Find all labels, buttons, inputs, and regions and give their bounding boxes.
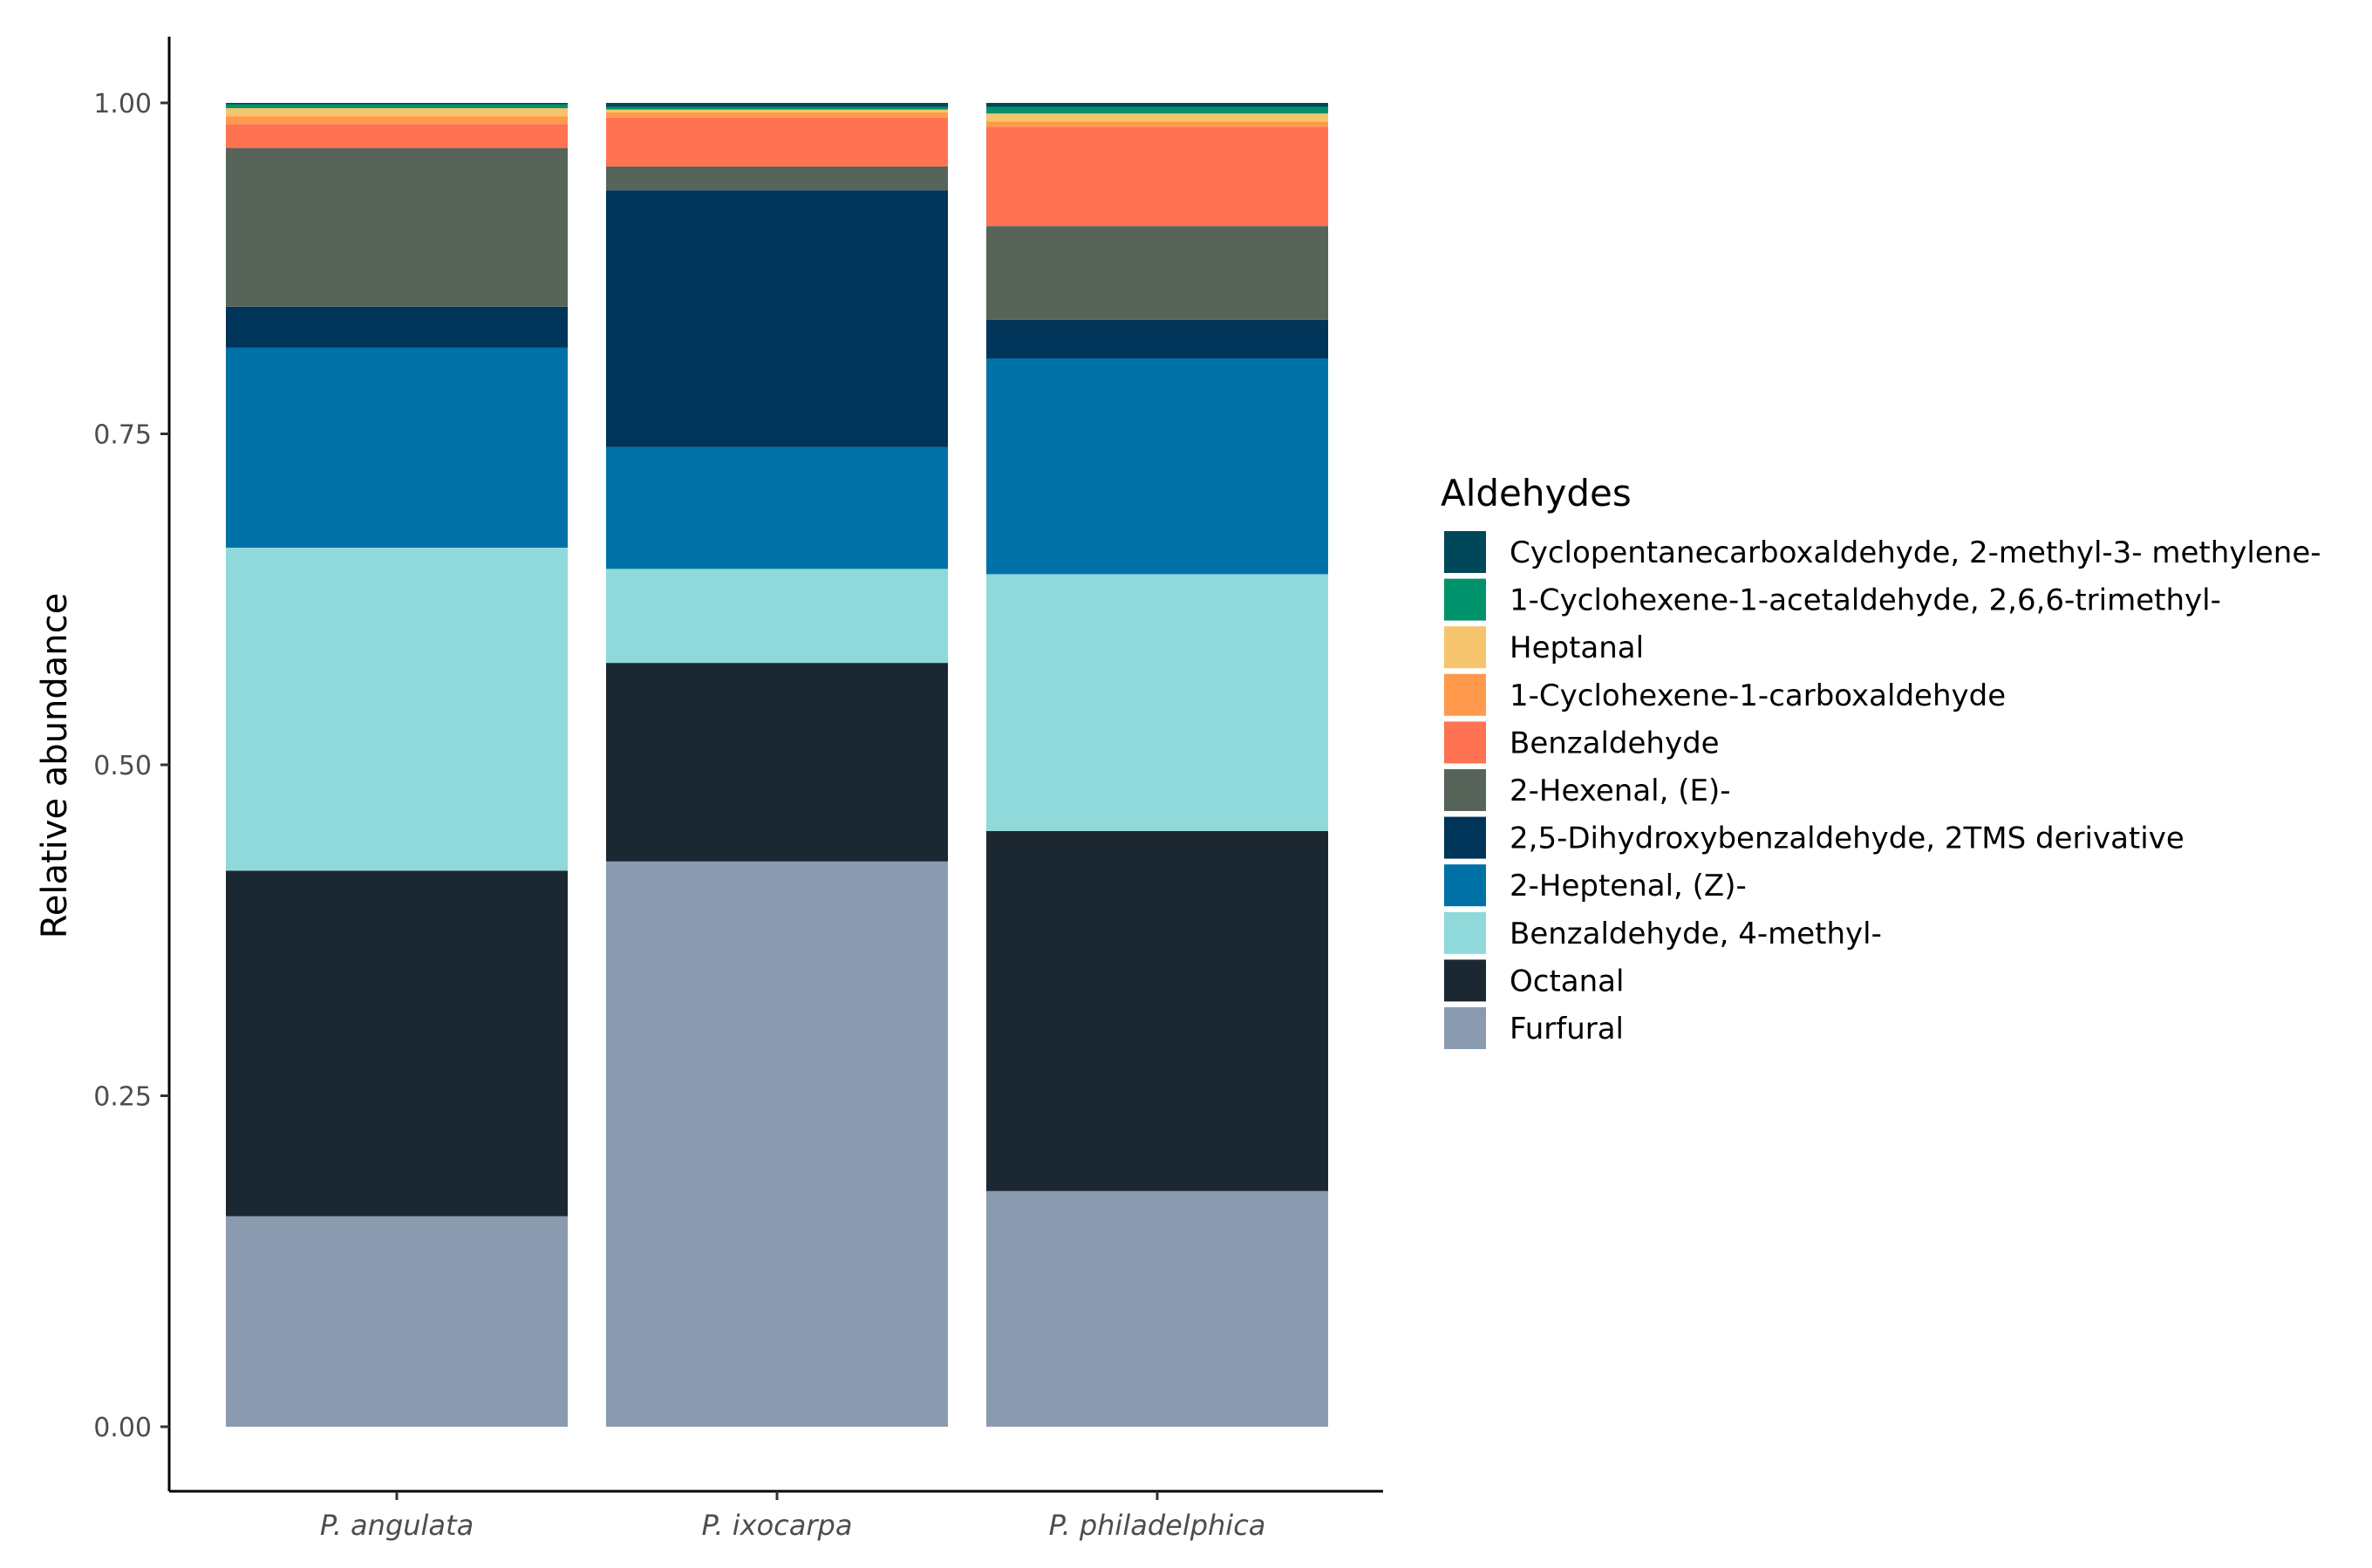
bar-p-ixocarpa-1-cyclohexene-1-carboxaldehyde (606, 112, 948, 118)
bar-p-ixocarpa-2-hexenal-e (606, 166, 948, 191)
bar-p-ixocarpa-furfural (606, 861, 948, 1427)
y-tick-label: 1.00 (93, 89, 152, 119)
bar-p-philadelphica-2-hexenal-e (986, 226, 1328, 320)
bar-p-ixocarpa-cyclopentanecarboxaldehyde-2-methyl-3-methylene (606, 103, 948, 107)
bar-p-ixocarpa-1-cyclohexene-1-acetaldehyde-2-6-6-trimethyl (606, 106, 948, 110)
bar-p-angulata-1-cyclohexene-1-carboxaldehyde (226, 116, 568, 125)
bar-p-philadelphica-octanal (986, 830, 1328, 1191)
legend-swatch-2-heptenal-z (1442, 862, 1488, 909)
bar-p-ixocarpa-2-5-dihydroxybenzaldehyde-2tms-derivative (606, 190, 948, 447)
bar-p-angulata-benzaldehyde-4-methyl (226, 548, 568, 871)
bar-p-philadelphica-1-cyclohexene-1-acetaldehyde-2-6-6-trimethyl (986, 106, 1328, 114)
legend-label-benzaldehyde: Benzaldehyde (1510, 726, 1720, 760)
legend-swatch-2-5-dihydroxybenzaldehyde-2tms-derivative (1442, 815, 1488, 861)
bar-p-angulata-2-heptenal-z (226, 347, 568, 549)
legend-swatch-benzaldehyde-4-methyl (1442, 910, 1488, 956)
bars-layer (226, 103, 1328, 1427)
legend-swatch-benzaldehyde (1442, 719, 1488, 766)
legend-label-2-hexenal-e: 2-Hexenal, (E)- (1510, 774, 1731, 808)
legend-label-2-5-dihydroxybenzaldehyde-2tms-derivative: 2,5-Dihydroxybenzaldehyde, 2TMS derivati… (1510, 821, 2185, 856)
bar-p-philadelphica-benzaldehyde (986, 126, 1328, 227)
bar-p-philadelphica-heptanal (986, 113, 1328, 122)
axes-layer: 0.00 0.25 0.50 0.75 1.00 P. angulata P. ixocar… (93, 37, 1383, 1542)
legend: Aldehydes Cyclopentanecarboxaldehyde, 2-… (1441, 472, 2321, 1051)
x-tick-label-p-philadelphica: P. philadelphica (1049, 1509, 1266, 1542)
legend-label-heptanal: Heptanal (1510, 631, 1644, 665)
y-tick-label: 0.25 (93, 1082, 152, 1113)
legend-swatch-octanal (1442, 958, 1488, 1004)
bar-p-philadelphica-2-5-dihydroxybenzaldehyde-2tms-derivative (986, 319, 1328, 358)
bar-p-angulata-furfural (226, 1216, 568, 1427)
legend-swatch-cyclopentanecarboxaldehyde-2-methyl-3-methylene (1442, 529, 1488, 575)
legend-label-1-cyclohexene-1-carboxaldehyde: 1-Cyclohexene-1-carboxaldehyde (1510, 678, 2006, 713)
legend-label-furfural: Furfural (1510, 1012, 1624, 1046)
bar-p-angulata-1-cyclohexene-1-acetaldehyde-2-6-6-trimethyl (226, 104, 568, 109)
legend-label-cyclopentanecarboxaldehyde-2-methyl-3-methylene: Cyclopentanecarboxaldehyde, 2-methyl-3- … (1510, 535, 2321, 570)
bar-p-angulata-2-5-dihydroxybenzaldehyde-2tms-derivative (226, 306, 568, 348)
y-tick-label: 0.00 (93, 1413, 152, 1443)
legend-label-benzaldehyde-4-methyl: Benzaldehyde, 4-methyl- (1510, 917, 1882, 951)
bar-p-angulata-octanal (226, 870, 568, 1217)
legend-label-1-cyclohexene-1-acetaldehyde-2-6-6-trimethyl: 1-Cyclohexene-1-acetaldehyde, 2,6,6-trim… (1510, 583, 2221, 618)
bar-p-ixocarpa-benzaldehyde-4-methyl (606, 569, 948, 664)
bar-p-ixocarpa-octanal (606, 663, 948, 862)
bar-p-ixocarpa-2-heptenal-z (606, 447, 948, 569)
bar-p-philadelphica-2-heptenal-z (986, 358, 1328, 575)
bar-p-angulata-cyclopentanecarboxaldehyde-2-methyl-3-methylene (226, 103, 568, 105)
bar-p-philadelphica-1-cyclohexene-1-carboxaldehyde (986, 121, 1328, 127)
y-tick-label: 0.50 (93, 751, 152, 781)
bar-p-philadelphica-cyclopentanecarboxaldehyde-2-methyl-3-methylene (986, 103, 1328, 107)
bar-p-angulata-2-hexenal-e (226, 147, 568, 307)
x-tick-label-p-ixocarpa: P. ixocarpa (702, 1509, 853, 1542)
legend-swatch-furfural (1442, 1006, 1488, 1051)
bar-p-angulata-heptanal (226, 108, 568, 117)
bar-p-philadelphica-furfural (986, 1190, 1328, 1427)
legend-swatch-2-hexenal-e (1442, 767, 1488, 813)
legend-swatch-heptanal (1442, 624, 1488, 671)
legend-title: Aldehydes (1441, 472, 1632, 515)
bar-p-philadelphica-benzaldehyde-4-methyl (986, 574, 1328, 831)
legend-label-octanal: Octanal (1510, 964, 1624, 999)
x-tick-label-p-angulata: P. angulata (320, 1509, 474, 1542)
bar-p-ixocarpa-benzaldehyde (606, 117, 948, 167)
y-tick-label: 0.75 (93, 420, 152, 451)
bar-p-ixocarpa-heptanal (606, 109, 948, 112)
legend-swatch-1-cyclohexene-1-carboxaldehyde (1442, 672, 1488, 718)
legend-label-2-heptenal-z: 2-Heptenal, (Z)- (1510, 869, 1747, 903)
bar-p-angulata-benzaldehyde (226, 124, 568, 148)
y-axis-title: Relative abundance (35, 593, 75, 938)
legend-swatch-1-cyclohexene-1-acetaldehyde-2-6-6-trimethyl (1442, 576, 1488, 623)
